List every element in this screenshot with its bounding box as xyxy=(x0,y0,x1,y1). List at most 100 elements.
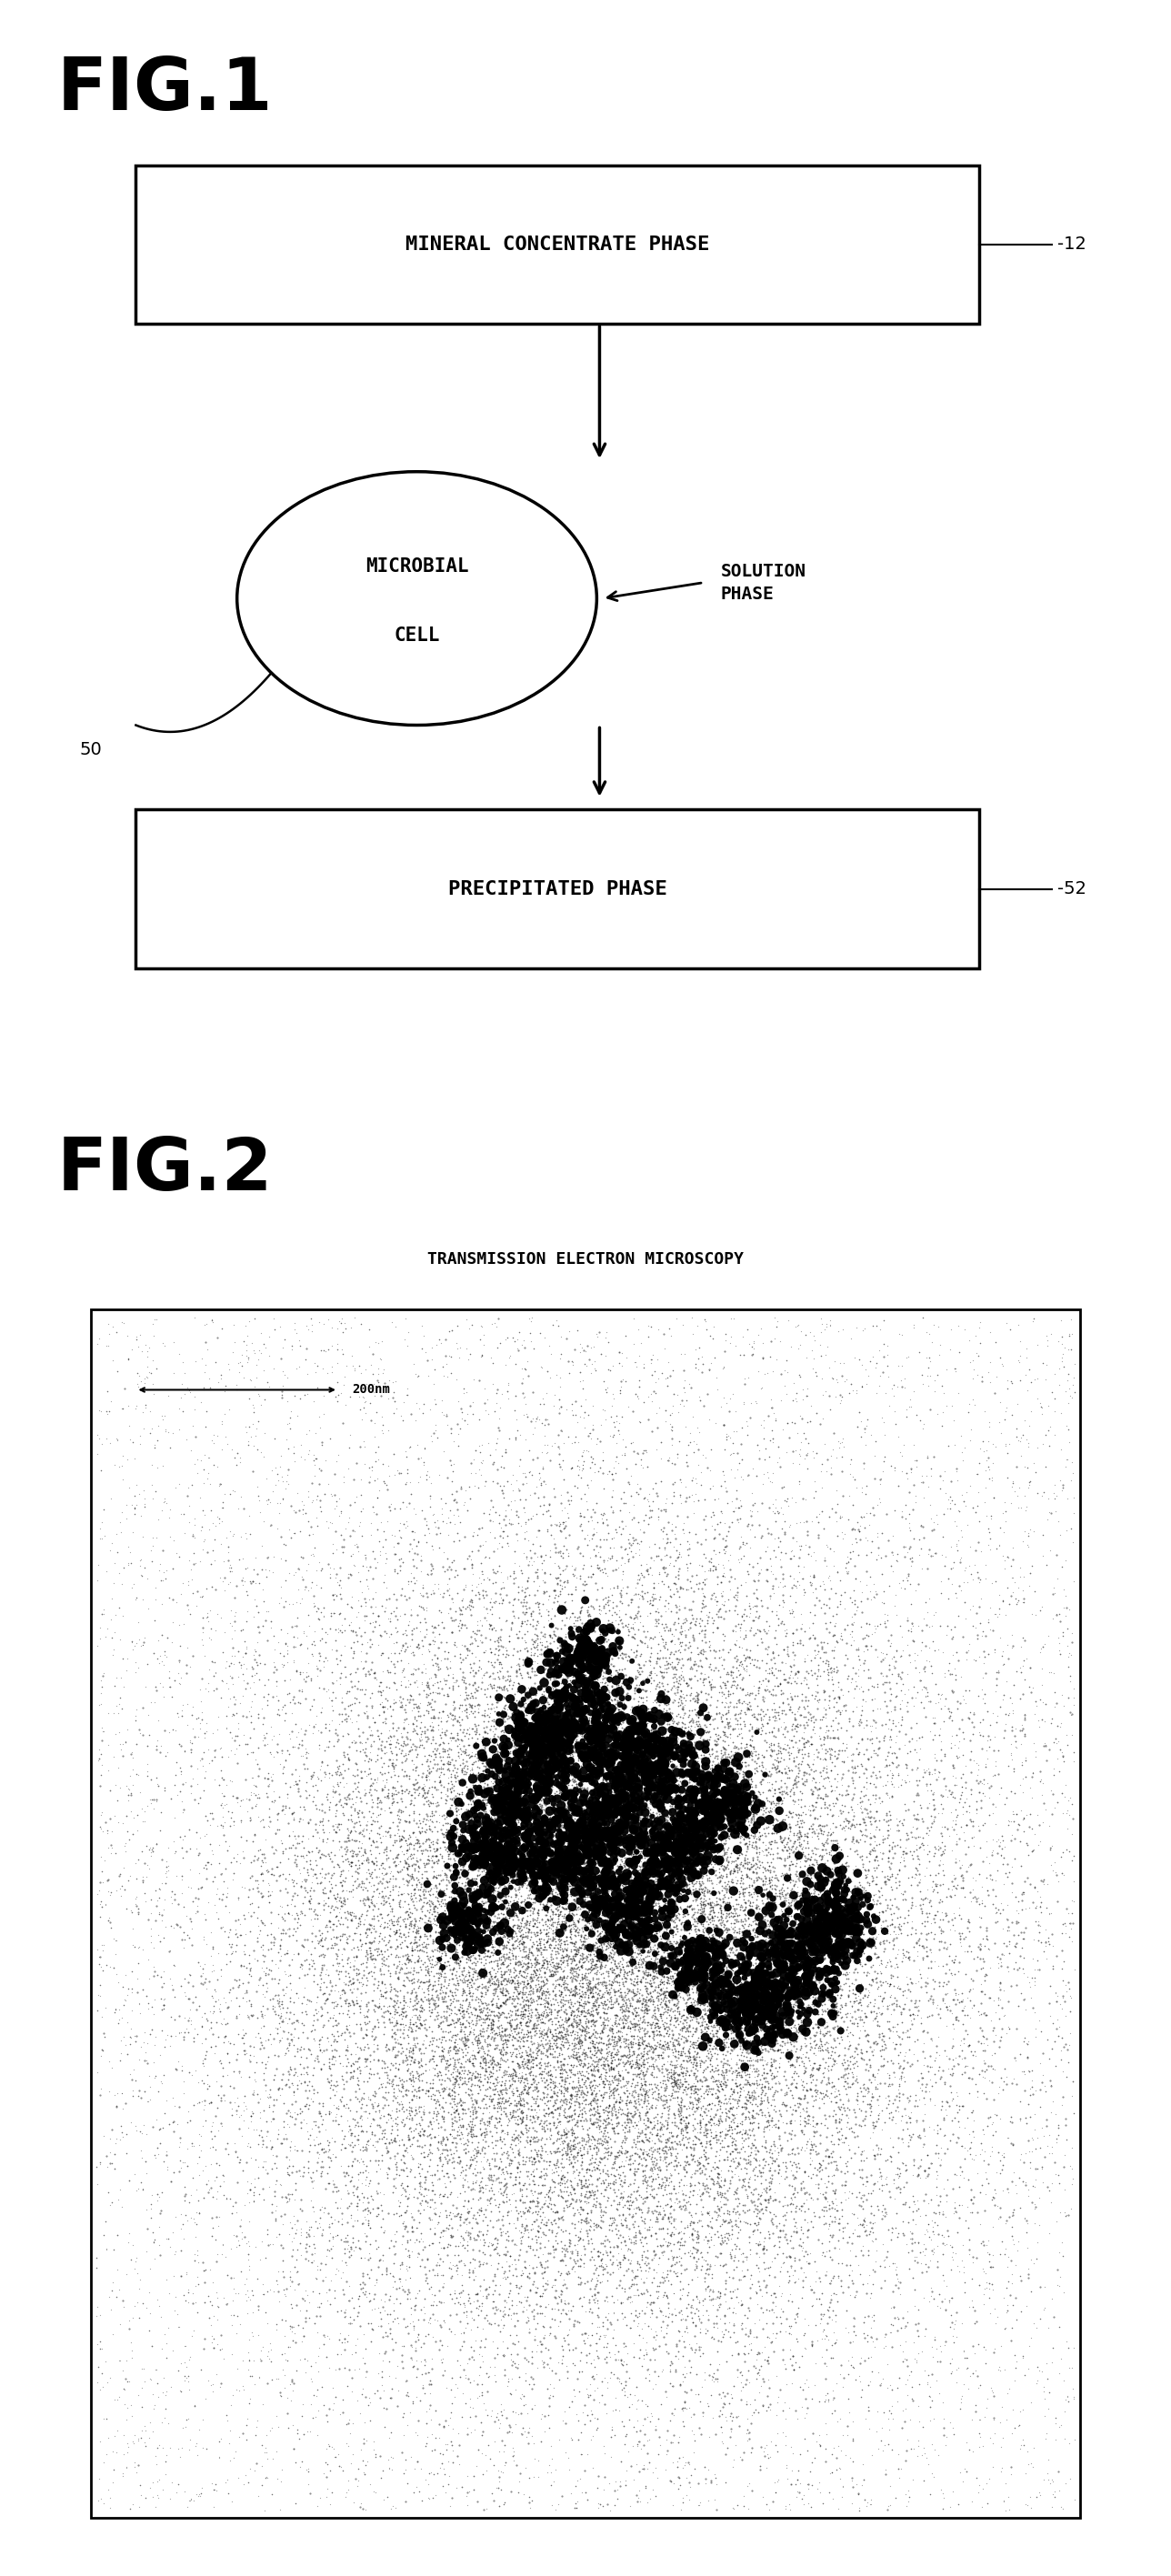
Point xyxy=(574,1620,593,1662)
Point xyxy=(659,2007,678,2048)
Point xyxy=(980,2293,999,2334)
Point xyxy=(617,1953,636,1994)
Point xyxy=(685,2022,704,2063)
Point xyxy=(523,1829,542,1870)
Point xyxy=(390,1819,409,1860)
Point xyxy=(674,2347,693,2388)
Point xyxy=(895,1525,913,1566)
Point xyxy=(576,2097,595,2138)
Point xyxy=(545,1806,563,1847)
Point xyxy=(618,1785,637,1826)
Point xyxy=(656,1883,674,1924)
Point xyxy=(752,2156,771,2197)
Point xyxy=(133,1862,152,1904)
Point xyxy=(377,1721,396,1762)
Point xyxy=(711,1772,730,1814)
Point xyxy=(513,1783,532,1824)
Point xyxy=(580,1734,598,1775)
Point xyxy=(328,1363,347,1404)
Point xyxy=(974,1759,993,1801)
Point xyxy=(975,1924,994,1965)
Point xyxy=(657,1685,676,1726)
Point xyxy=(601,1880,619,1922)
Point xyxy=(451,2141,470,2182)
Point xyxy=(683,2226,701,2267)
Point xyxy=(697,1808,715,1850)
Point xyxy=(655,1734,673,1775)
Point xyxy=(512,2372,530,2414)
Point xyxy=(600,1937,618,1978)
Point xyxy=(488,2218,507,2259)
Point xyxy=(409,1996,427,2038)
Point xyxy=(437,1396,456,1437)
Point xyxy=(453,1803,472,1844)
Point xyxy=(477,1803,495,1844)
Point xyxy=(817,1850,836,1891)
Point xyxy=(747,2009,766,2050)
Point xyxy=(754,2233,773,2275)
Point xyxy=(439,1728,458,1770)
Point xyxy=(938,1973,957,2014)
Point xyxy=(594,1775,612,1816)
Point xyxy=(774,1587,793,1628)
Point xyxy=(313,2105,331,2146)
Point xyxy=(484,1777,502,1819)
Point xyxy=(745,2148,763,2190)
Point xyxy=(430,2329,448,2370)
Point xyxy=(641,1842,659,1883)
Point xyxy=(262,1718,281,1759)
Point xyxy=(245,1814,263,1855)
Point xyxy=(730,2228,748,2269)
Point xyxy=(506,2264,525,2306)
Point xyxy=(562,2045,581,2087)
Point xyxy=(802,2324,821,2365)
Point xyxy=(629,2115,648,2156)
Point xyxy=(473,1553,492,1595)
Point xyxy=(742,2094,761,2136)
Point xyxy=(338,2228,357,2269)
Point xyxy=(739,1947,758,1989)
Point xyxy=(878,1736,897,1777)
Point xyxy=(463,2074,481,2115)
Point xyxy=(619,1857,638,1899)
Point xyxy=(671,1770,690,1811)
Point xyxy=(363,1641,382,1682)
Point xyxy=(680,2231,699,2272)
Point xyxy=(506,1772,525,1814)
Point xyxy=(504,1909,522,1950)
Point xyxy=(827,1986,845,2027)
Point xyxy=(658,1587,677,1628)
Point xyxy=(225,1801,244,1842)
Point xyxy=(532,1463,550,1504)
Point xyxy=(807,2133,826,2174)
Point xyxy=(602,2035,621,2076)
Point xyxy=(157,2081,176,2123)
Point xyxy=(432,2148,451,2190)
Point xyxy=(854,1708,872,1749)
Point xyxy=(577,2148,596,2190)
Point xyxy=(687,1850,706,1891)
Point xyxy=(450,1698,468,1739)
Point xyxy=(696,1847,714,1888)
Point xyxy=(641,1927,659,1968)
Point xyxy=(478,1996,497,2038)
Point xyxy=(511,1963,529,2004)
Point xyxy=(512,1672,530,1713)
Point xyxy=(726,2192,745,2233)
Point xyxy=(196,1816,214,1857)
Point xyxy=(683,1677,701,1718)
Point xyxy=(735,1788,754,1829)
Point xyxy=(570,2264,589,2306)
Point xyxy=(461,1770,480,1811)
Point xyxy=(460,1685,479,1726)
Point xyxy=(638,1759,657,1801)
Point xyxy=(546,1646,564,1687)
Point xyxy=(692,1819,711,1860)
Point xyxy=(542,1870,561,1911)
Point xyxy=(752,2066,771,2107)
Point xyxy=(646,1847,665,1888)
Point xyxy=(282,2287,301,2329)
Point xyxy=(630,1960,649,2002)
Point xyxy=(334,1870,352,1911)
Point xyxy=(634,1888,652,1929)
